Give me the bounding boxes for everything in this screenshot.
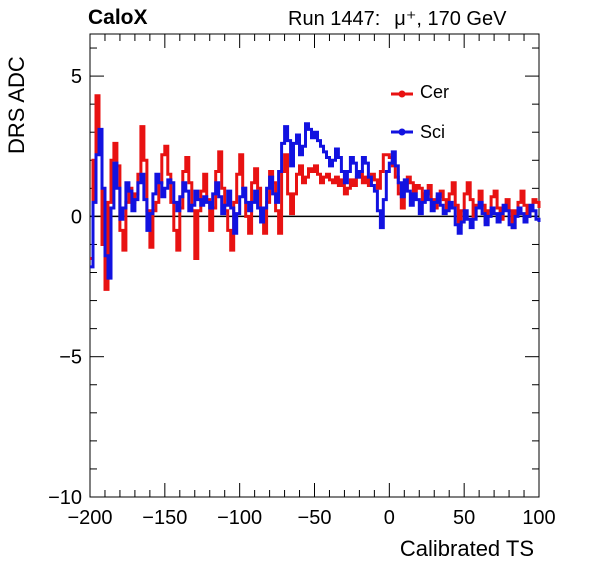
y-tick-label: −10 — [48, 487, 82, 509]
run-info: Run 1447: μ⁺, 170 GeV — [288, 6, 506, 31]
x-tick-label: 50 — [453, 507, 475, 529]
x-tick-label: −50 — [298, 507, 332, 529]
series-line-cer — [90, 94, 541, 291]
x-tick-label: −200 — [67, 507, 112, 529]
experiment-label: CaloX — [88, 6, 148, 29]
beam-info: μ⁺, 170 GeV — [394, 8, 507, 30]
series-line-sci — [90, 122, 541, 280]
x-tick-label: 100 — [522, 507, 555, 529]
legend-label-cer: Cer — [420, 82, 450, 102]
y-tick-label: 5 — [71, 66, 82, 88]
x-tick-label: −150 — [142, 507, 187, 529]
x-tick-label: 0 — [384, 507, 395, 529]
run-number: Run 1447: — [288, 8, 381, 30]
y-axis-title: DRS ADC — [4, 56, 29, 154]
x-tick-label: −100 — [217, 507, 262, 529]
x-axis-title: Calibrated TS — [399, 536, 534, 561]
legend-marker-cer — [398, 90, 406, 98]
legend-label-sci: Sci — [420, 122, 446, 142]
plot-frame — [89, 33, 540, 498]
y-tick-label: −5 — [59, 347, 82, 369]
y-tick-label: 0 — [71, 206, 82, 228]
legend-marker-sci — [398, 128, 406, 136]
